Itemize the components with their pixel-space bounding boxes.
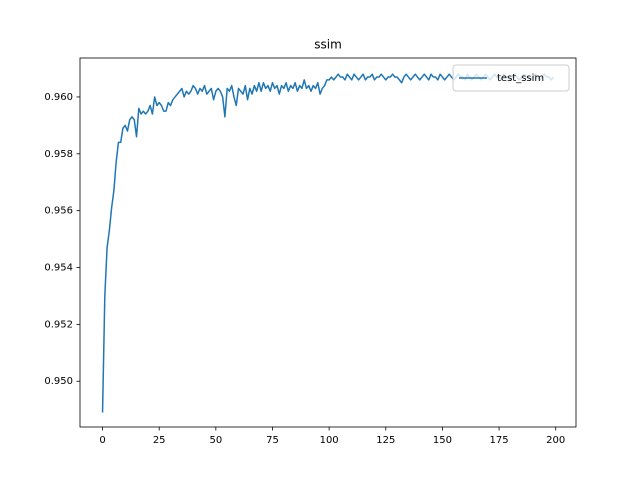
axes-frame bbox=[79, 57, 577, 428]
x-tick-label: 175 bbox=[490, 435, 509, 446]
y-tick-label: 0.950 bbox=[44, 376, 73, 387]
y-tick-label: 0.952 bbox=[44, 319, 73, 330]
x-tick-label: 25 bbox=[153, 435, 166, 446]
x-tick-label: 200 bbox=[546, 435, 565, 446]
chart-title: ssim bbox=[314, 38, 342, 52]
y-tick-label: 0.956 bbox=[44, 206, 73, 217]
x-tick-label: 50 bbox=[209, 435, 222, 446]
x-tick-label: 125 bbox=[376, 435, 395, 446]
x-tick-label: 0 bbox=[99, 435, 105, 446]
legend-box bbox=[452, 64, 570, 92]
legend-label: test_ssim bbox=[497, 73, 544, 84]
y-tick-label: 0.958 bbox=[44, 149, 73, 160]
y-tick-label: 0.954 bbox=[44, 263, 73, 274]
y-tick-label: 0.960 bbox=[44, 92, 73, 103]
x-tick-label: 75 bbox=[266, 435, 279, 446]
x-tick-label: 150 bbox=[433, 435, 452, 446]
x-tick-label: 100 bbox=[320, 435, 339, 446]
